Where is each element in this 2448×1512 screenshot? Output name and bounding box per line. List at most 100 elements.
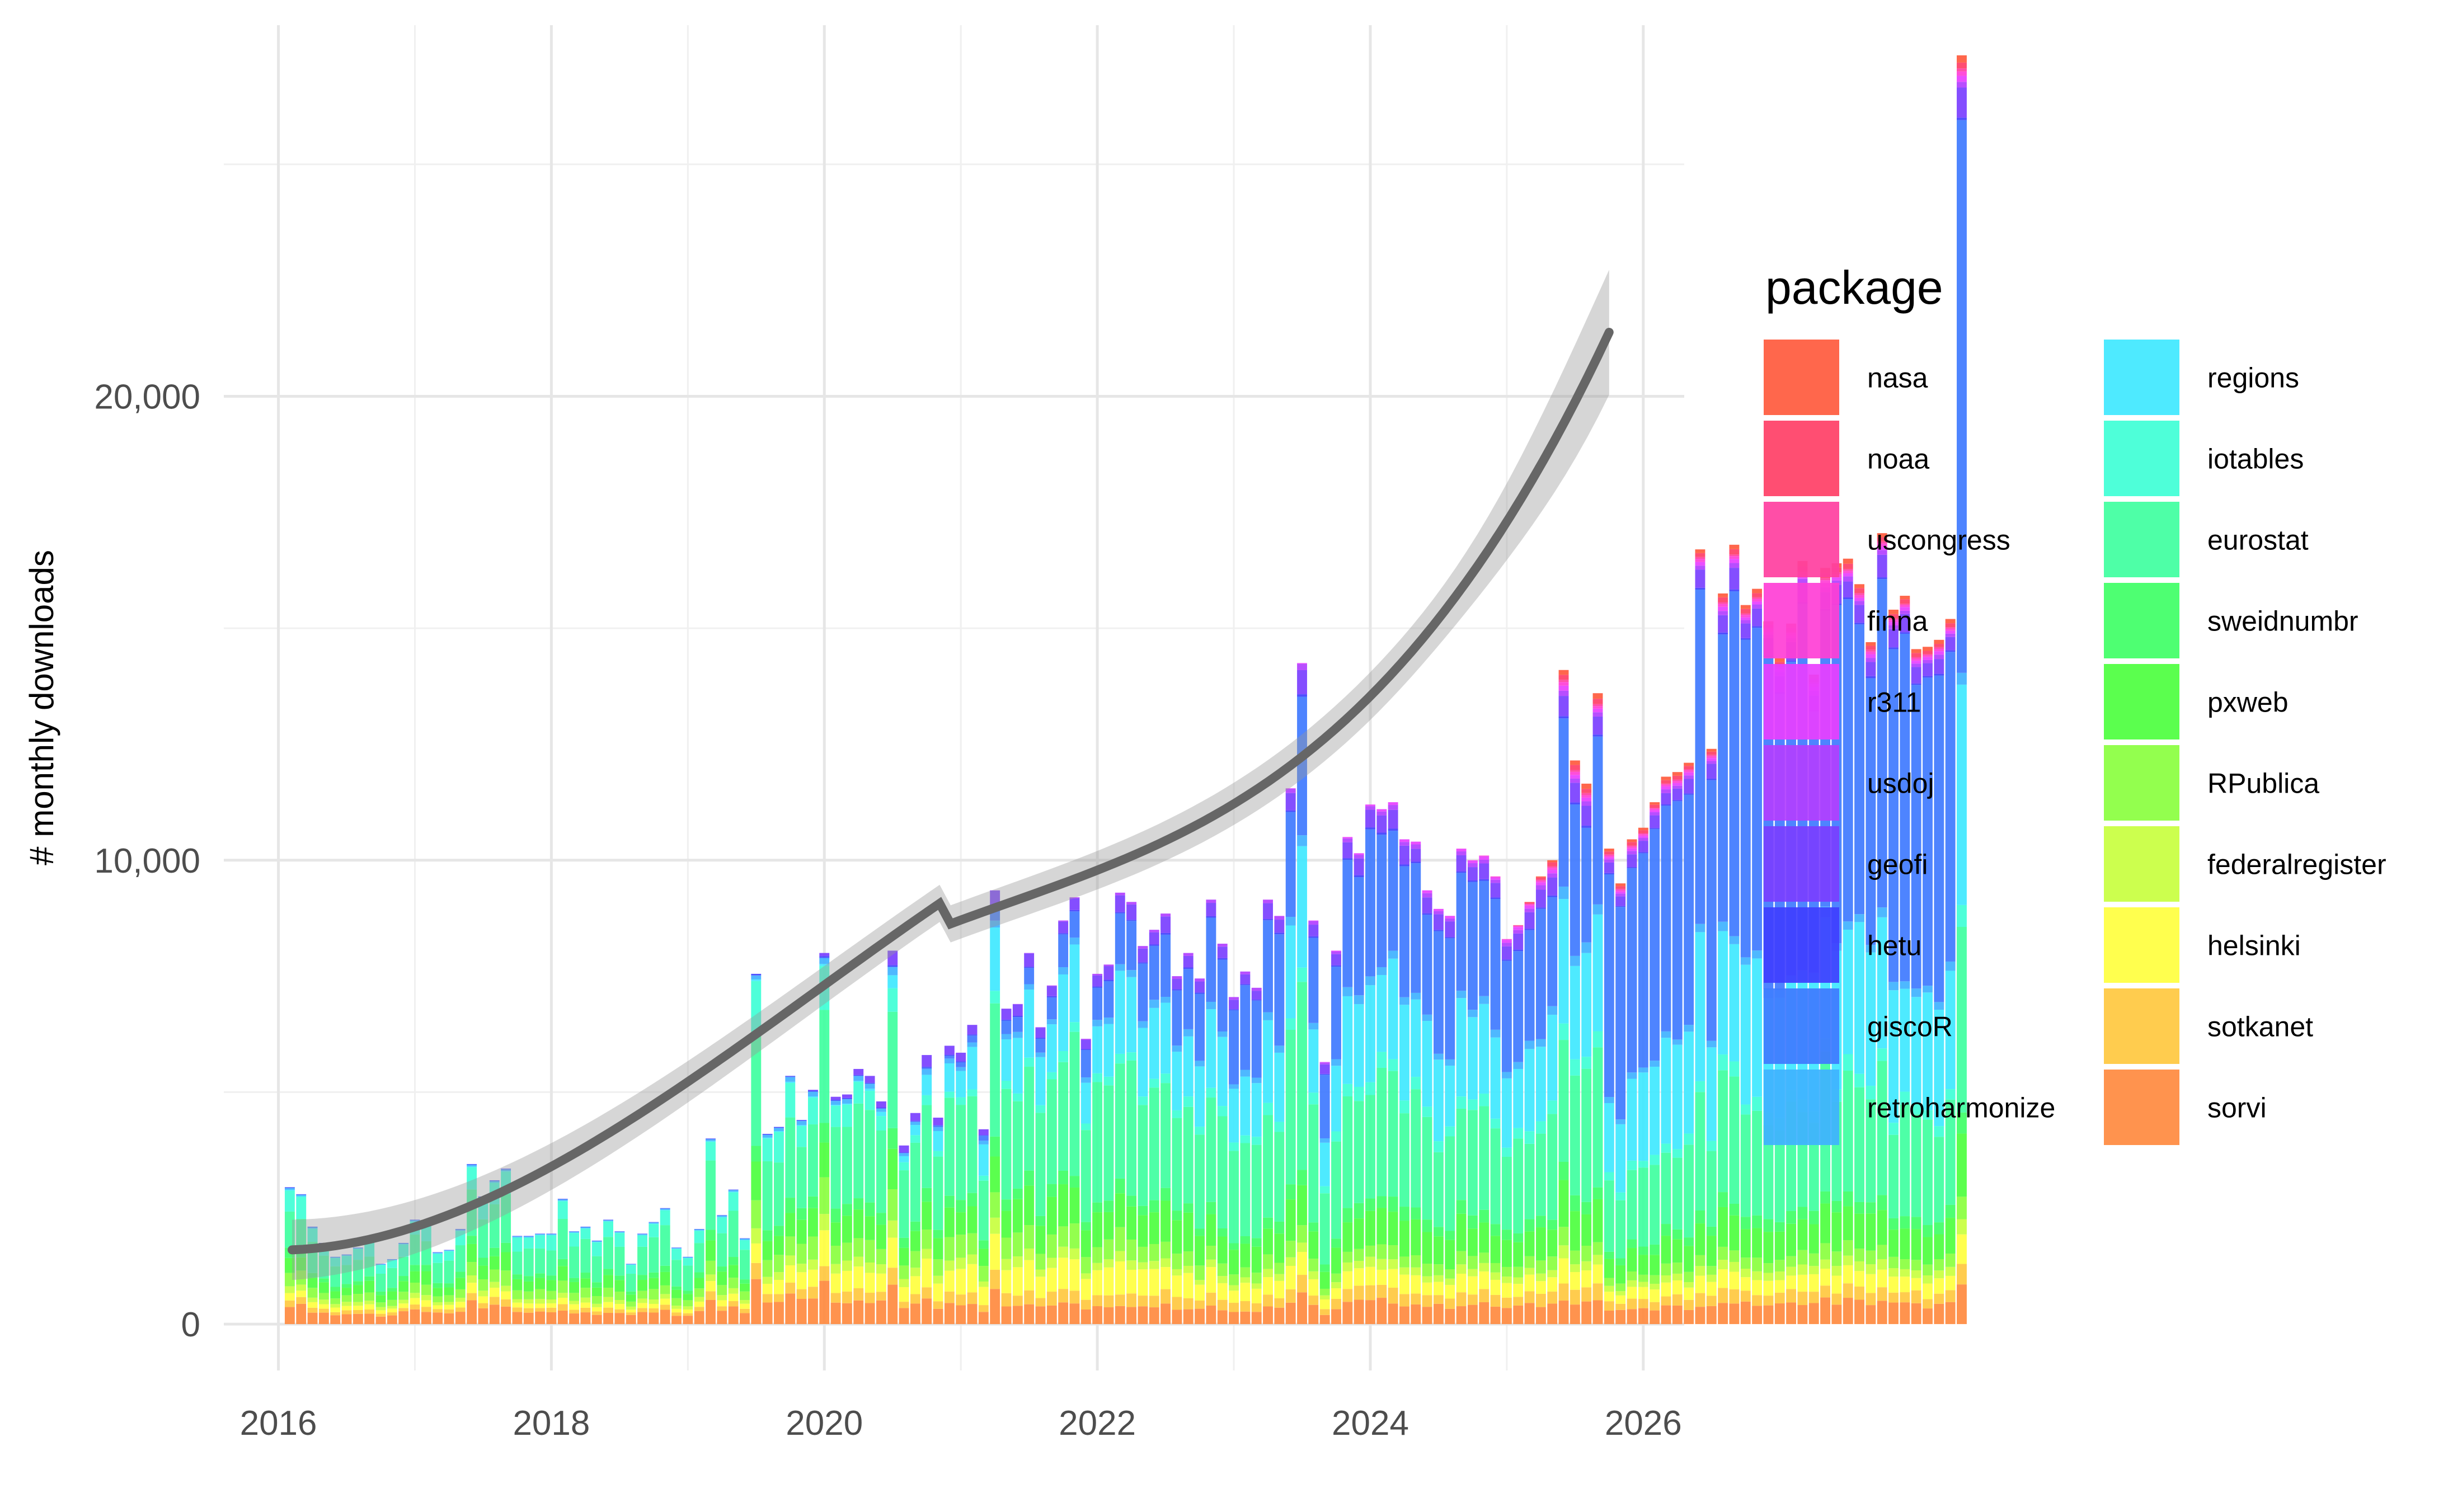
bar-segment-sorvi (1661, 1305, 1671, 1325)
bar-segment-nasa (1774, 658, 1785, 662)
bar-segment-giscoR (876, 1108, 886, 1109)
bar-segment-sorvi (660, 1310, 670, 1325)
bar-segment-helsinki (876, 1273, 886, 1292)
bar-segment-eurostat (353, 1260, 363, 1282)
bar-segment-sotkanet (1138, 1296, 1148, 1307)
bar-segment-sotkanet (1342, 1289, 1353, 1302)
bar-stack (1877, 533, 1887, 1325)
bar-segment-sweidnumbr (683, 1290, 693, 1294)
bar-segment-sweidnumbr (819, 1123, 830, 1143)
bar-segment-retroharmonize (1342, 987, 1353, 996)
bar-segment-helsinki (762, 1284, 773, 1294)
bar-segment-geofi (1581, 806, 1592, 826)
bar-segment-eurostat (1854, 1087, 1864, 1202)
bar-segment-regions (1888, 990, 1899, 1123)
bar-segment-RPublica (1365, 1245, 1375, 1257)
bar-segment-eurostat (796, 1147, 807, 1208)
bar-segment-usdoj (1195, 978, 1205, 982)
bar-segment-sotkanet (375, 1313, 386, 1317)
bar-segment-helsinki (1888, 1277, 1899, 1293)
bar-segment-uscongress (1866, 649, 1876, 652)
bar-segment-helsinki (1354, 1268, 1364, 1286)
bar-segment-sorvi (1695, 1307, 1705, 1325)
bar-segment-helsinki (1752, 1280, 1763, 1296)
bar-segment-retroharmonize (1308, 1023, 1319, 1030)
bar-segment-RPublica (1467, 1256, 1478, 1269)
bar-segment-sorvi (1615, 1310, 1626, 1325)
bar-segment-sotkanet (1285, 1289, 1296, 1303)
bar-segment-eurostat (956, 1105, 966, 1200)
bar-segment-sotkanet (1365, 1285, 1375, 1301)
bar-segment-sorvi (1103, 1307, 1114, 1325)
bar-segment-usdoj (1627, 851, 1637, 855)
bar-segment-sweidnumbr (614, 1275, 625, 1280)
bar-segment-eurostat (853, 1103, 864, 1199)
bar-segment-usdoj (1911, 663, 1921, 667)
bar-segment-noaa (1706, 751, 1717, 755)
bar-segment-retroharmonize (1251, 1077, 1262, 1084)
bar-segment-eurostat (683, 1265, 693, 1291)
bar-segment-nasa (1923, 647, 1933, 651)
bar-segment-sotkanet (967, 1292, 978, 1304)
bar-segment-retroharmonize (864, 1084, 875, 1089)
stacked-bars (284, 55, 1967, 1325)
bar-segment-eurostat (1524, 1143, 1535, 1219)
bar-segment-sotkanet (671, 1312, 682, 1316)
bar-segment-sweidnumbr (580, 1273, 591, 1279)
bar-segment-giscoR (1513, 951, 1524, 1062)
legend-label: pxweb (2207, 687, 2289, 718)
bar-segment-nasa (1957, 55, 1967, 63)
bar-segment-regions (1092, 1026, 1103, 1073)
bar-segment-helsinki (1911, 1278, 1921, 1290)
bar-segment-sorvi (1069, 1303, 1080, 1325)
bar-segment-sotkanet (580, 1307, 591, 1313)
bar-segment-usdoj (1877, 550, 1887, 555)
bar-segment-sweidnumbr (1900, 1216, 1910, 1229)
bar-segment-federalregister (1650, 1284, 1660, 1290)
bar-segment-pxweb (1263, 1228, 1273, 1255)
bar-segment-sweidnumbr (808, 1196, 818, 1208)
bar-segment-sorvi (808, 1298, 818, 1325)
bar-segment-nasa (1695, 549, 1705, 553)
bar-segment-usdoj (1342, 838, 1353, 842)
bar-segment-sotkanet (489, 1297, 500, 1305)
bar-segment-giscoR (1627, 868, 1637, 1073)
bar-segment-retroharmonize (1365, 976, 1375, 986)
bar-segment-RPublica (1126, 1239, 1137, 1261)
bar-segment-RPublica (535, 1289, 546, 1299)
bar-segment-regions (649, 1223, 659, 1224)
bar-segment-iotables (1467, 1099, 1478, 1110)
bar-segment-RPublica (1183, 1251, 1194, 1266)
bar-segment-helsinki (353, 1306, 363, 1310)
bar-segment-pxweb (910, 1231, 920, 1251)
bar-segment-iotables (1229, 1142, 1239, 1151)
bar-segment-sotkanet (728, 1301, 739, 1307)
bar-segment-eurostat (1092, 1082, 1103, 1203)
bar-segment-RPublica (956, 1235, 966, 1258)
bar-segment-usdoj (1831, 580, 1842, 585)
bar-segment-sotkanet (660, 1304, 670, 1310)
legend-key (1764, 664, 1839, 739)
bar-segment-hetu (649, 1222, 659, 1223)
bar-segment-retroharmonize (694, 1229, 704, 1231)
bar-segment-regions (864, 1089, 875, 1091)
bar-segment-geofi (1422, 897, 1432, 913)
bar-segment-sweidnumbr (1592, 1187, 1603, 1199)
bar-segment-sweidnumbr (1729, 1203, 1740, 1216)
legend-item-hetu: hetu (1764, 907, 1921, 983)
bar-segment-iotables (591, 1242, 602, 1256)
bar-segment-r311 (1285, 788, 1296, 789)
bar-segment-pxweb (330, 1291, 341, 1299)
legend-label: federalregister (2207, 849, 2386, 880)
bar-segment-usdoj (1149, 930, 1159, 932)
bar-segment-pxweb (1331, 1247, 1341, 1274)
y-tick-label: 0 (181, 1306, 200, 1344)
bar-segment-geofi (1172, 979, 1182, 990)
bar-segment-RPublica (1831, 1251, 1842, 1266)
bar-segment-giscoR (1490, 899, 1501, 1030)
bar-segment-hetu (1592, 734, 1603, 737)
bar-segment-helsinki (1786, 1275, 1797, 1289)
bar-segment-regions (1319, 1142, 1330, 1186)
bar-segment-sotkanet (1399, 1294, 1409, 1307)
bar-segment-pxweb (637, 1280, 647, 1291)
